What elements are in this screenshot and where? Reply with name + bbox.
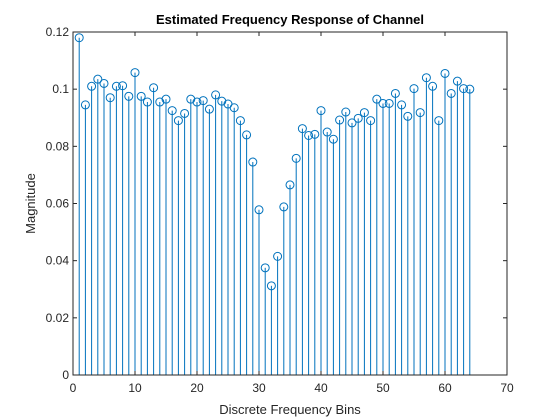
y-tick-label: 0.06 [46, 197, 70, 211]
y-tick-label: 0.1 [52, 82, 69, 96]
y-axis-label: Magnitude [23, 173, 38, 234]
x-tick-label: 60 [438, 381, 452, 395]
y-tick-label: 0.08 [46, 139, 70, 153]
y-tick-label: 0.02 [46, 311, 70, 325]
x-tick-label: 50 [376, 381, 390, 395]
y-tick-label: 0.12 [46, 25, 70, 39]
chart-title: Estimated Frequency Response of Channel [156, 12, 424, 27]
y-tick-label: 0 [62, 368, 69, 382]
x-tick-label: 70 [500, 381, 514, 395]
x-axis-label: Discrete Frequency Bins [219, 402, 361, 417]
x-tick-label: 20 [190, 381, 204, 395]
x-tick-label: 0 [70, 381, 77, 395]
y-tick-label: 0.04 [46, 254, 70, 268]
x-tick-label: 10 [128, 381, 142, 395]
x-tick-label: 40 [314, 381, 328, 395]
x-tick-label: 30 [252, 381, 266, 395]
